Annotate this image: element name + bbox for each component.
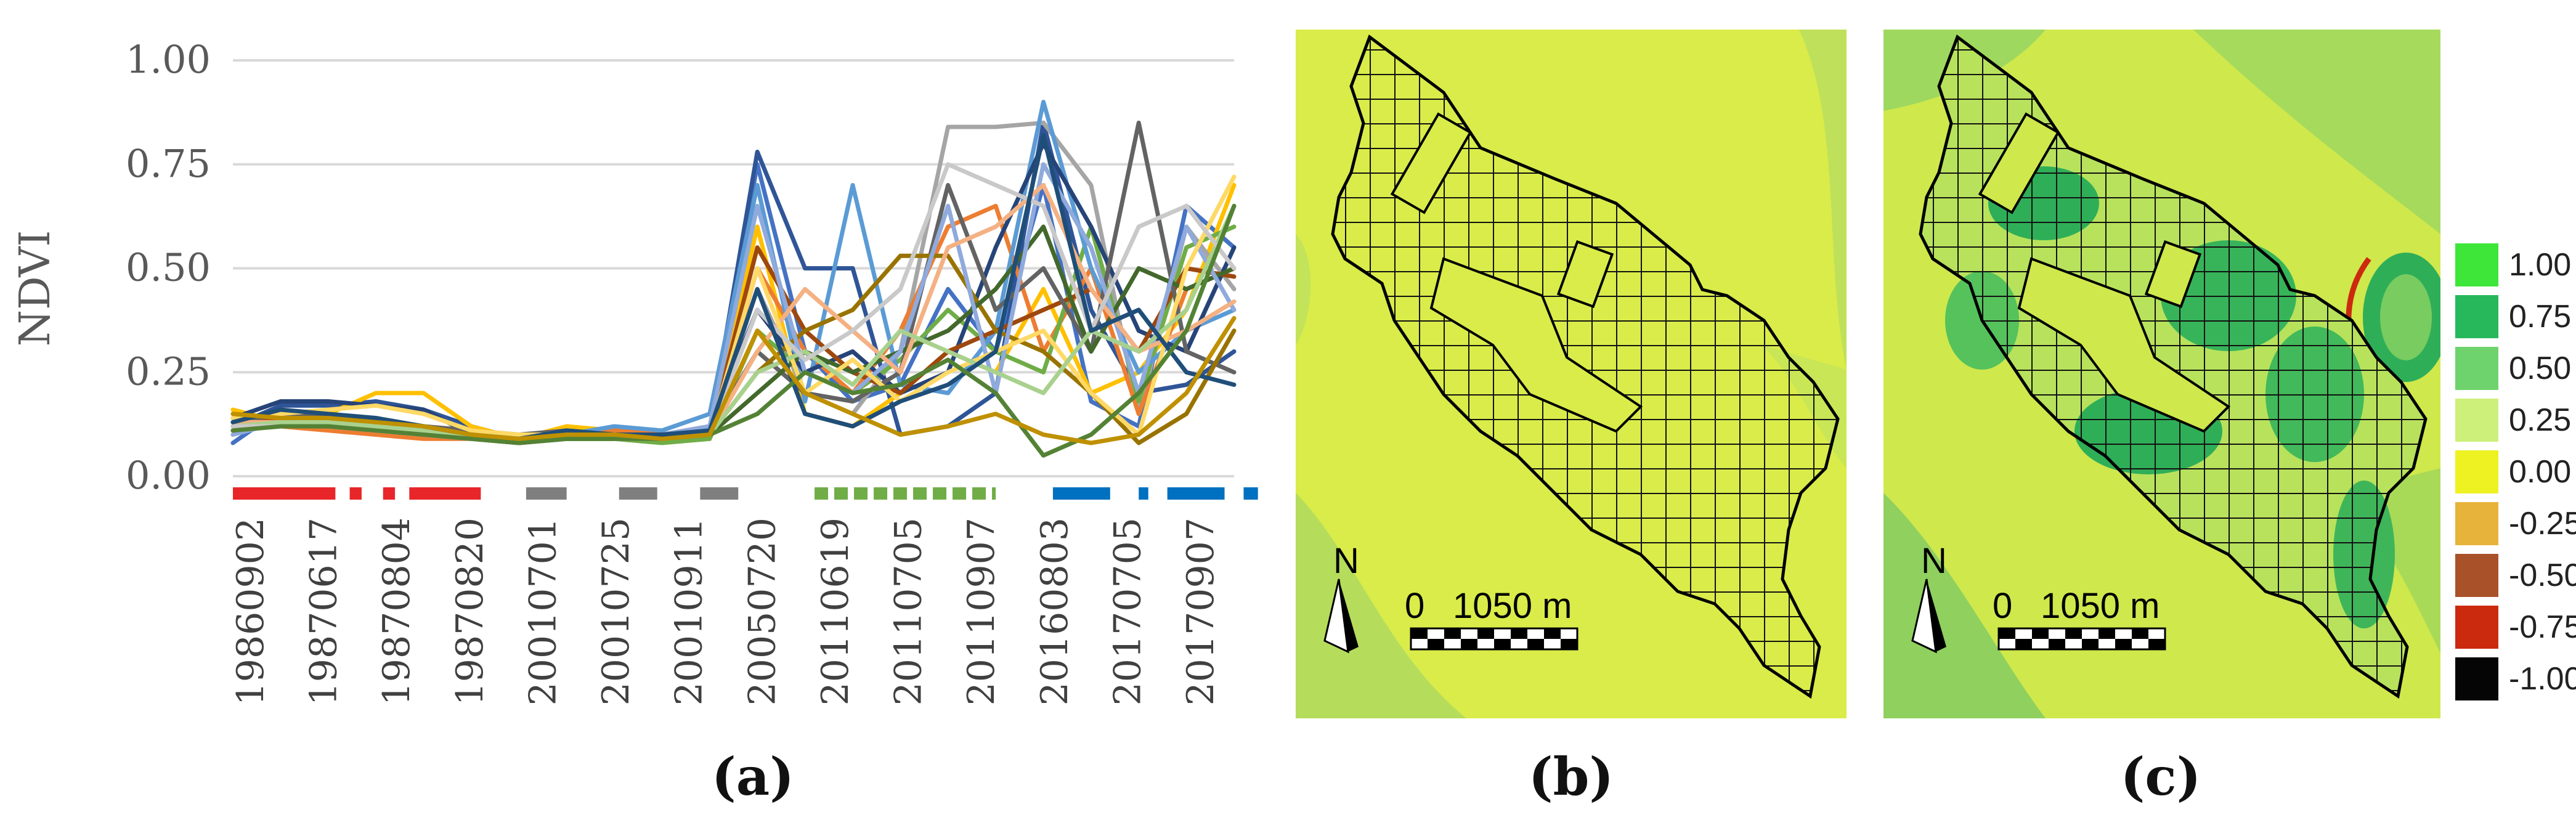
x-tick-label: 20010725	[595, 518, 638, 705]
legend-swatch	[2455, 450, 2498, 493]
legend-swatch	[2455, 502, 2498, 545]
x-tick-label: 20050720	[741, 518, 784, 705]
map-pond	[2380, 274, 2432, 360]
map-field-patch	[2193, 30, 2440, 234]
x-tick-label: 19870617	[303, 518, 346, 705]
study-area-outline	[1919, 34, 2428, 699]
x-tick-label: 19870804	[375, 518, 418, 705]
scale-end-label: 1050 m	[2041, 586, 2160, 626]
y-tick-label: 0.75	[126, 141, 211, 186]
x-tick-label: 20170705	[1106, 518, 1149, 705]
y-tick-label: 0.00	[126, 453, 211, 498]
y-tick-label: 0.25	[126, 349, 211, 394]
map-panel-c: N 0 1050 m (c)	[1883, 30, 2440, 807]
x-tick-label: 20110619	[814, 518, 857, 705]
legend-swatch	[2455, 243, 2498, 286]
north-arrow: N	[1911, 541, 1947, 654]
series-line	[230, 183, 1237, 441]
map-field-patch	[1296, 493, 1466, 718]
series-line	[230, 203, 1237, 441]
y-tick-label: 0.50	[126, 245, 211, 290]
legend-swatch	[2455, 606, 2498, 649]
x-tick-label: 19860902	[229, 518, 272, 705]
series-lines	[230, 100, 1237, 458]
x-tick-label: 20110705	[887, 518, 930, 705]
x-tick-label: 20160803	[1033, 518, 1076, 705]
legend-label: -1.00	[2509, 661, 2576, 697]
map-field-patch	[1296, 234, 1311, 345]
north-arrow-label: N	[1333, 541, 1359, 581]
legend-swatch	[2455, 554, 2498, 597]
y-tick-labels: 0.00 0.25 0.50 0.75 1.00	[126, 37, 211, 498]
scale-start-label: 0	[1405, 586, 1424, 626]
legend-label: 0.25	[2509, 402, 2571, 438]
legend-label: 1.00	[2509, 247, 2571, 283]
x-tick-label: 19870820	[449, 518, 492, 705]
legend-label: 0.50	[2509, 351, 2571, 386]
legend-label: 0.75	[2509, 299, 2571, 335]
series-line	[230, 316, 1237, 445]
legend-label: -0.50	[2509, 558, 2576, 593]
legend-label: -0.25	[2509, 506, 2576, 542]
north-arrow-label: N	[1921, 541, 1947, 581]
scale-bar: 0 1050 m	[1993, 586, 2166, 651]
north-arrow: N	[1323, 541, 1359, 654]
map-field-patch	[1799, 30, 1847, 370]
scale-end-label: 1050 m	[1453, 586, 1572, 626]
series-line	[230, 203, 1237, 458]
panel-label-b: (b)	[1529, 746, 1614, 807]
x-tick-labels: 19860902 19870617 19870804 19870820 20010701…	[229, 518, 1222, 705]
y-axis-label: NDVI	[11, 230, 60, 347]
legend-swatch	[2455, 295, 2498, 338]
map-field-patch	[1883, 493, 2046, 718]
study-area-outline	[1331, 34, 1840, 699]
panel-label-c: (c)	[2121, 746, 2201, 807]
x-tick-label: 20010911	[668, 518, 711, 705]
x-tick-label: 20110907	[960, 518, 1003, 705]
panel-label-a: (a)	[712, 746, 794, 807]
legend-swatch	[2455, 399, 2498, 442]
y-tick-label: 1.00	[126, 37, 211, 82]
map-panel-b: N 0 1050 m (b)	[1296, 30, 1847, 807]
x-tick-label: 20170907	[1179, 518, 1222, 705]
legend-swatch	[2455, 657, 2498, 700]
ndvi-line-chart: 0.00 0.25 0.50 0.75 1.00 NDVI 19860902 198706…	[11, 37, 1258, 807]
legend-label: -0.75	[2509, 609, 2576, 645]
scale-bar: 0 1050 m	[1405, 586, 1579, 651]
legend-label: 0.00	[2509, 454, 2571, 490]
x-tick-label: 20010701	[522, 518, 565, 705]
ndvi-color-legend: 1.00 0.75 0.50 0.25 0.00 -0.25 -0.50 -0.75 -1.00	[2455, 243, 2576, 700]
legend-swatch	[2455, 347, 2498, 390]
scale-start-label: 0	[1993, 586, 2012, 626]
